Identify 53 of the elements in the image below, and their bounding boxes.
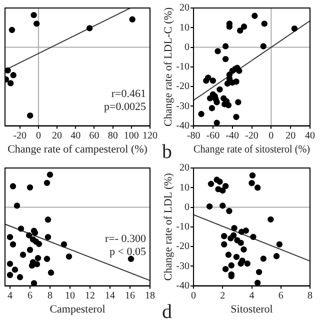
x-tick-label: 4 (8, 290, 12, 302)
annotation: p=0.0025 (104, 100, 146, 113)
x-tick-label: 100 (124, 130, 139, 142)
y-tick-label: -40 (176, 120, 190, 132)
x-tick-label: 4 (249, 290, 254, 302)
annotation: p < 0.05 (110, 246, 146, 258)
x-axis-title: Change rate of sitosterol (%) (194, 144, 310, 156)
x-tick-label: -40 (226, 130, 240, 142)
x-tick-label: -80 (186, 130, 200, 142)
y-tick-label: -40 (176, 280, 190, 292)
x-tick-label: 6 (278, 290, 284, 302)
x-tick-label: -20 (245, 130, 258, 142)
x-tick-label: 16 (125, 290, 135, 302)
x-tick-label: 14 (105, 290, 115, 302)
y-tick-label: 20 (180, 162, 190, 174)
x-tick-label: 40 (70, 130, 81, 142)
x-tick-label: 10 (65, 290, 75, 302)
y-axis-title: Change rate of LDL-C (%) (162, 7, 174, 126)
annotation: r=- 0.300 (104, 233, 146, 245)
y-tick-label: -30 (176, 100, 190, 112)
y-tick-label: 10 (180, 22, 190, 34)
x-tick-label: 8 (48, 290, 52, 302)
annotation: r=0.461 (111, 88, 146, 100)
x-tick-label: 120 (142, 130, 158, 142)
x-tick-label: 60 (89, 130, 100, 142)
y-tick-label: -10 (176, 222, 190, 233)
y-axis-title: Change rate of LDL (%) (162, 172, 174, 281)
x-tick-label: -60 (206, 130, 220, 142)
text: d (162, 301, 172, 320)
x-tick-label: 18 (145, 290, 155, 302)
y-tick-label: 20 (180, 2, 190, 14)
x-tick-label: 20 (286, 130, 296, 142)
text: b (162, 141, 172, 163)
x-tick-label: 0 (268, 130, 274, 142)
y-tick-label: 0 (184, 202, 190, 213)
y-tick-label: -20 (176, 241, 190, 252)
y-tick-label: 0 (184, 42, 190, 53)
y-tick-label: -20 (176, 81, 190, 92)
x-tick-label: 0 (36, 130, 41, 142)
y-tick-label: 10 (180, 182, 190, 194)
x-tick-label: 2 (220, 290, 226, 302)
x-tick-label: 80 (108, 130, 118, 142)
y-tick-label: -30 (176, 260, 190, 272)
x-tick-label: 40 (305, 130, 315, 142)
x-tick-label: 8 (308, 290, 312, 302)
x-axis-title: Campesterol (50, 303, 106, 316)
x-tick-label: 12 (85, 290, 95, 302)
x-axis-title: Sitosterol (230, 303, 273, 316)
x-tick-label: -20 (13, 130, 27, 142)
x-axis-title: Change rate of campesterol (%) (8, 143, 148, 156)
y-tick-label: -10 (176, 62, 190, 73)
x-tick-label: 20 (52, 130, 62, 142)
x-tick-label: 6 (28, 290, 32, 302)
